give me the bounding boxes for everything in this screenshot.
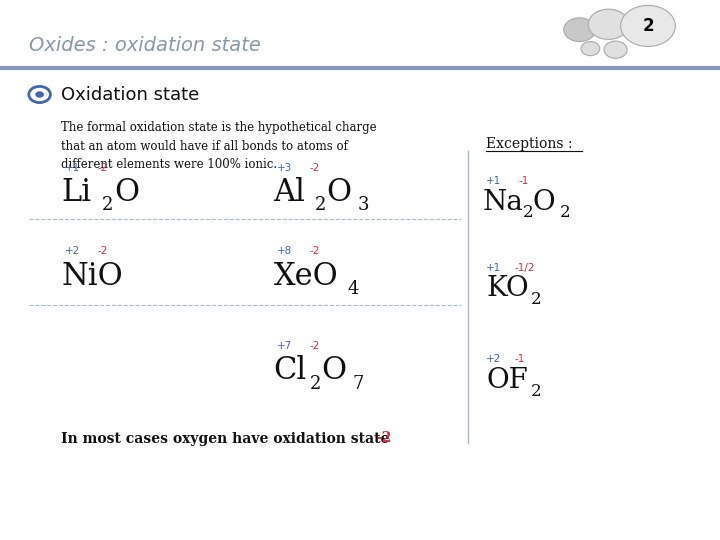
Text: O: O: [533, 189, 555, 216]
Text: OF: OF: [486, 367, 528, 394]
Text: -1/2: -1/2: [515, 262, 535, 273]
Text: Oxidation state: Oxidation state: [61, 85, 199, 104]
Text: 2: 2: [531, 383, 541, 400]
Text: O: O: [114, 177, 139, 208]
Text: XeO: XeO: [274, 261, 338, 292]
Text: Na: Na: [482, 189, 523, 216]
Text: 2: 2: [560, 205, 571, 221]
Text: 2: 2: [523, 205, 534, 221]
Circle shape: [621, 5, 675, 46]
Text: +3: +3: [277, 163, 292, 173]
Text: Li: Li: [61, 177, 91, 208]
Text: The formal oxidation state is the hypothetical charge
that an atom would have if: The formal oxidation state is the hypoth…: [61, 122, 377, 171]
Text: 2: 2: [315, 197, 326, 214]
Circle shape: [588, 9, 629, 39]
Text: +1: +1: [486, 262, 501, 273]
Text: -2: -2: [310, 341, 320, 351]
Text: -2: -2: [310, 163, 320, 173]
Text: +8: +8: [277, 246, 292, 256]
Text: -1: -1: [518, 176, 528, 186]
Text: O: O: [321, 355, 346, 386]
Text: Al: Al: [274, 177, 305, 208]
Text: +7: +7: [277, 341, 292, 351]
Text: +2: +2: [65, 246, 80, 256]
Text: +1: +1: [65, 163, 80, 173]
Circle shape: [581, 42, 600, 56]
Text: Cl: Cl: [274, 355, 307, 386]
Text: 2: 2: [531, 291, 541, 308]
Text: -2: -2: [377, 431, 392, 446]
Text: 3: 3: [358, 197, 369, 214]
Text: In most cases oxygen have oxidation state: In most cases oxygen have oxidation stat…: [61, 431, 390, 446]
Text: -2: -2: [97, 246, 107, 256]
Text: -2: -2: [97, 163, 107, 173]
Circle shape: [564, 18, 595, 42]
Circle shape: [29, 86, 50, 103]
Text: Exceptions :: Exceptions :: [486, 137, 572, 151]
Text: 7: 7: [353, 375, 364, 393]
Text: 4: 4: [348, 280, 359, 298]
Text: O: O: [326, 177, 351, 208]
Text: Oxides : oxidation state: Oxides : oxidation state: [29, 36, 261, 56]
Text: -1: -1: [515, 354, 525, 364]
Text: +1: +1: [486, 176, 501, 186]
Circle shape: [35, 91, 44, 98]
Text: -2: -2: [310, 246, 320, 256]
Circle shape: [604, 41, 627, 58]
Text: KO: KO: [486, 275, 528, 302]
Text: 2: 2: [102, 197, 114, 214]
Text: 2: 2: [310, 375, 321, 393]
Text: +2: +2: [486, 354, 501, 364]
Text: 2: 2: [642, 17, 654, 35]
Text: NiO: NiO: [61, 261, 123, 292]
